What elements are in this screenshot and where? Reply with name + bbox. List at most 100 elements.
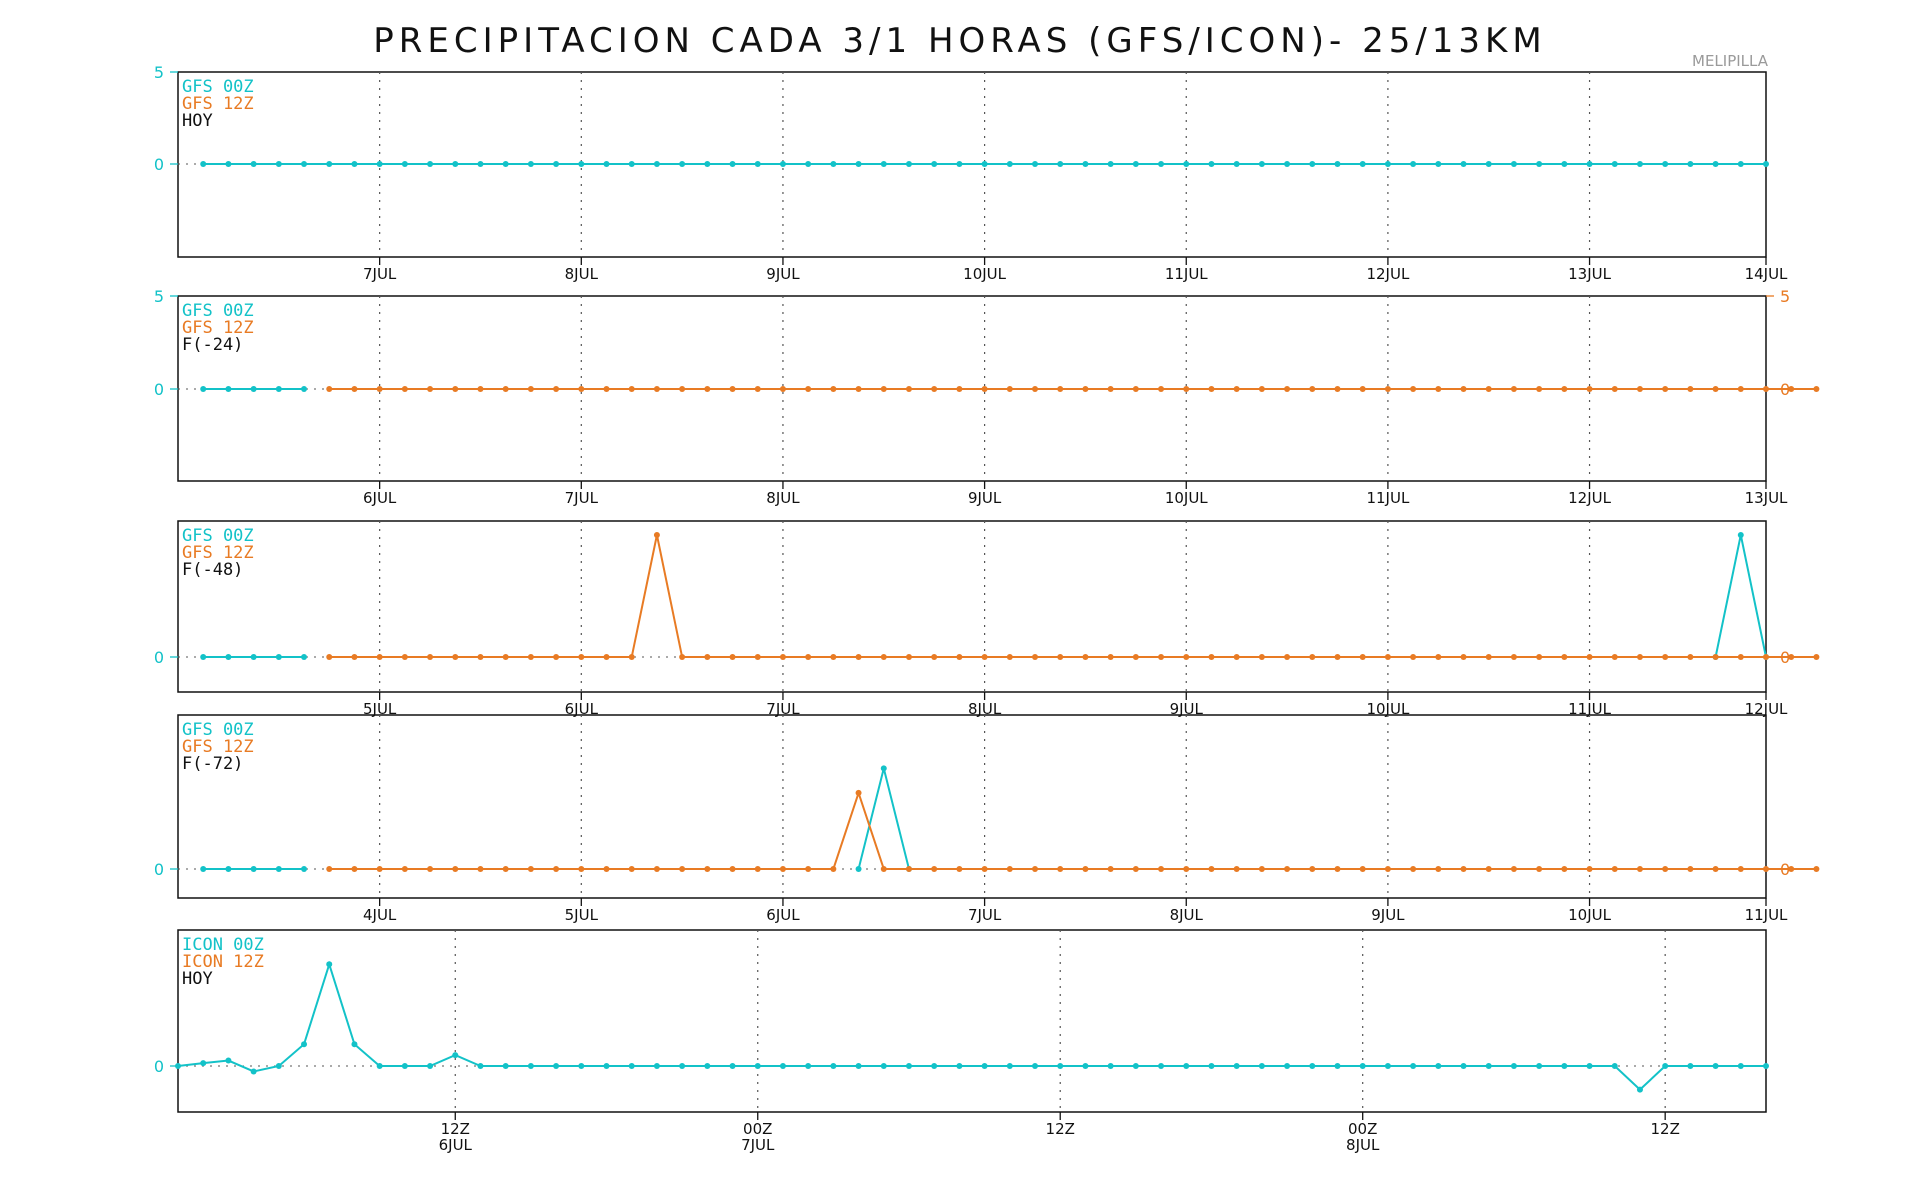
gfs-00z-point [1006,161,1013,167]
icon-00z-point [401,1063,408,1069]
icon-00z-point [805,1063,812,1069]
icon-00z-point [1309,1063,1316,1069]
gfs-00z-point [1082,161,1089,167]
gfs-12z-point [981,654,988,660]
gfs-12z-point [905,386,912,392]
gfs-12z-point [1737,386,1744,392]
gfs-12z-point [830,654,837,660]
x-tick-label: 8JUL [968,700,1002,718]
gfs-12z-point [754,654,761,660]
gfs-00z-point [1233,161,1240,167]
gfs-12z-point [1788,866,1795,872]
gfs-12z-point [553,386,560,392]
plot-frame [177,929,1767,1113]
gfs-12z-point [905,866,912,872]
icon-00z-point [880,1063,887,1069]
chart-title: PRECIPITACION CADA 3/1 HORAS (GFS/ICON)-… [373,21,1546,61]
gfs-00z-point [301,866,308,872]
icon-00z-point [1082,1063,1089,1069]
x-tick-label: 9JUL [1371,906,1405,924]
icon-00z-point [1485,1063,1492,1069]
gfs-12z-point [1763,654,1769,660]
x-tick-label: 4JUL [363,906,397,924]
gfs-12z-point [1208,654,1215,660]
gfs-12z-point [830,386,837,392]
gfs-12z-point [502,654,509,660]
x-tick-label: 11JUL [1165,265,1208,283]
gfs-12z-point [1536,866,1543,872]
gfs-12z-point [1334,866,1341,872]
x-tick-label: 10JUL [1165,489,1208,507]
x-tick-label: 8JUL [1346,1136,1380,1154]
gfs-12z-point [477,386,484,392]
icon-00z-point [603,1063,610,1069]
x-tick-label: 13JUL [1745,489,1788,507]
gfs-12z-point [1359,386,1366,392]
gfs-12z-point [1536,386,1543,392]
gfs-12z-point [603,386,610,392]
gfs-00z-point [1485,161,1492,167]
gfs-12z-point [1032,654,1039,660]
x-tick-label: 8JUL [565,265,599,283]
icon-00z-point [1435,1063,1442,1069]
gfs-00z-point [351,161,358,167]
icon-00z-point [1233,1063,1240,1069]
gfs-00z-point [250,386,257,392]
x-tick-label: 13JUL [1568,265,1611,283]
gfs-12z-point [351,386,358,392]
icon-00z-point [1158,1063,1165,1069]
icon-00z-point [1284,1063,1291,1069]
x-tick-label: 11JUL [1366,489,1409,507]
icon-00z-point [1536,1063,1543,1069]
gfs-12z-point [1485,866,1492,872]
gfs-12z-point [603,654,610,660]
x-tick-label: 9JUL [1170,700,1204,718]
gfs-12z-point [1057,654,1064,660]
icon-00z-point [931,1063,938,1069]
icon-00z-point [1561,1063,1568,1069]
icon-00z-point [653,1063,660,1069]
icon-00z-point [275,1063,282,1069]
icon-00z-point [1712,1063,1719,1069]
gfs-12z-point [1032,386,1039,392]
gfs-00z-point [1561,161,1568,167]
icon-00z-point [502,1063,509,1069]
icon-00z-point [981,1063,988,1069]
gfs-12z-point [1233,654,1240,660]
gfs-12z-point [553,866,560,872]
gfs-12z-point [1410,654,1417,660]
legend-entry: ICON 00Z [182,935,264,955]
gfs-12z-point [1460,654,1467,660]
icon-00z-point [679,1063,686,1069]
gfs-00z-point [981,161,988,167]
icon-00z-point [1208,1063,1215,1069]
gfs-12z-point [1284,386,1291,392]
legend-entry: GFS 12Z [182,543,254,563]
gfs-12z-point [427,866,434,872]
gfs-00z-point [628,161,635,167]
icon-00z-point [1636,1086,1643,1093]
gfs-00z-point [200,654,207,660]
chart-panel-1: 7JUL 8JUL 9JUL 10JUL 11JUL 12JUL 13JUL 14JUL 5 0 G… [154,63,1788,283]
gfs-12z-point [1485,386,1492,392]
gfs-12z-point [1233,386,1240,392]
gfs-00z-point [1763,161,1769,167]
gfs-00z-point [200,866,207,872]
gfs-00z-point [553,161,560,167]
icon-00z-point [200,1060,207,1067]
gfs-12z-point [880,866,887,872]
gfs-00z-point [1510,161,1517,167]
gfs-12z-point [376,654,383,660]
chart-panel-2: 6JUL 7JUL 8JUL 9JUL 10JUL 11JUL 12JUL 13JUL5050… [154,287,1820,507]
gfs-12z-point [401,386,408,392]
gfs-00z-point [1107,161,1114,167]
gfs-12z-point [1309,654,1316,660]
gfs-12z-point [628,866,635,872]
gfs-12z-point [729,386,736,392]
icon-00z-point [1687,1063,1694,1069]
gfs-12z-point [1813,386,1820,392]
gfs-12z-point [452,866,459,872]
gfs-00z-point [855,161,862,167]
gfs-12z-line [329,789,1817,870]
